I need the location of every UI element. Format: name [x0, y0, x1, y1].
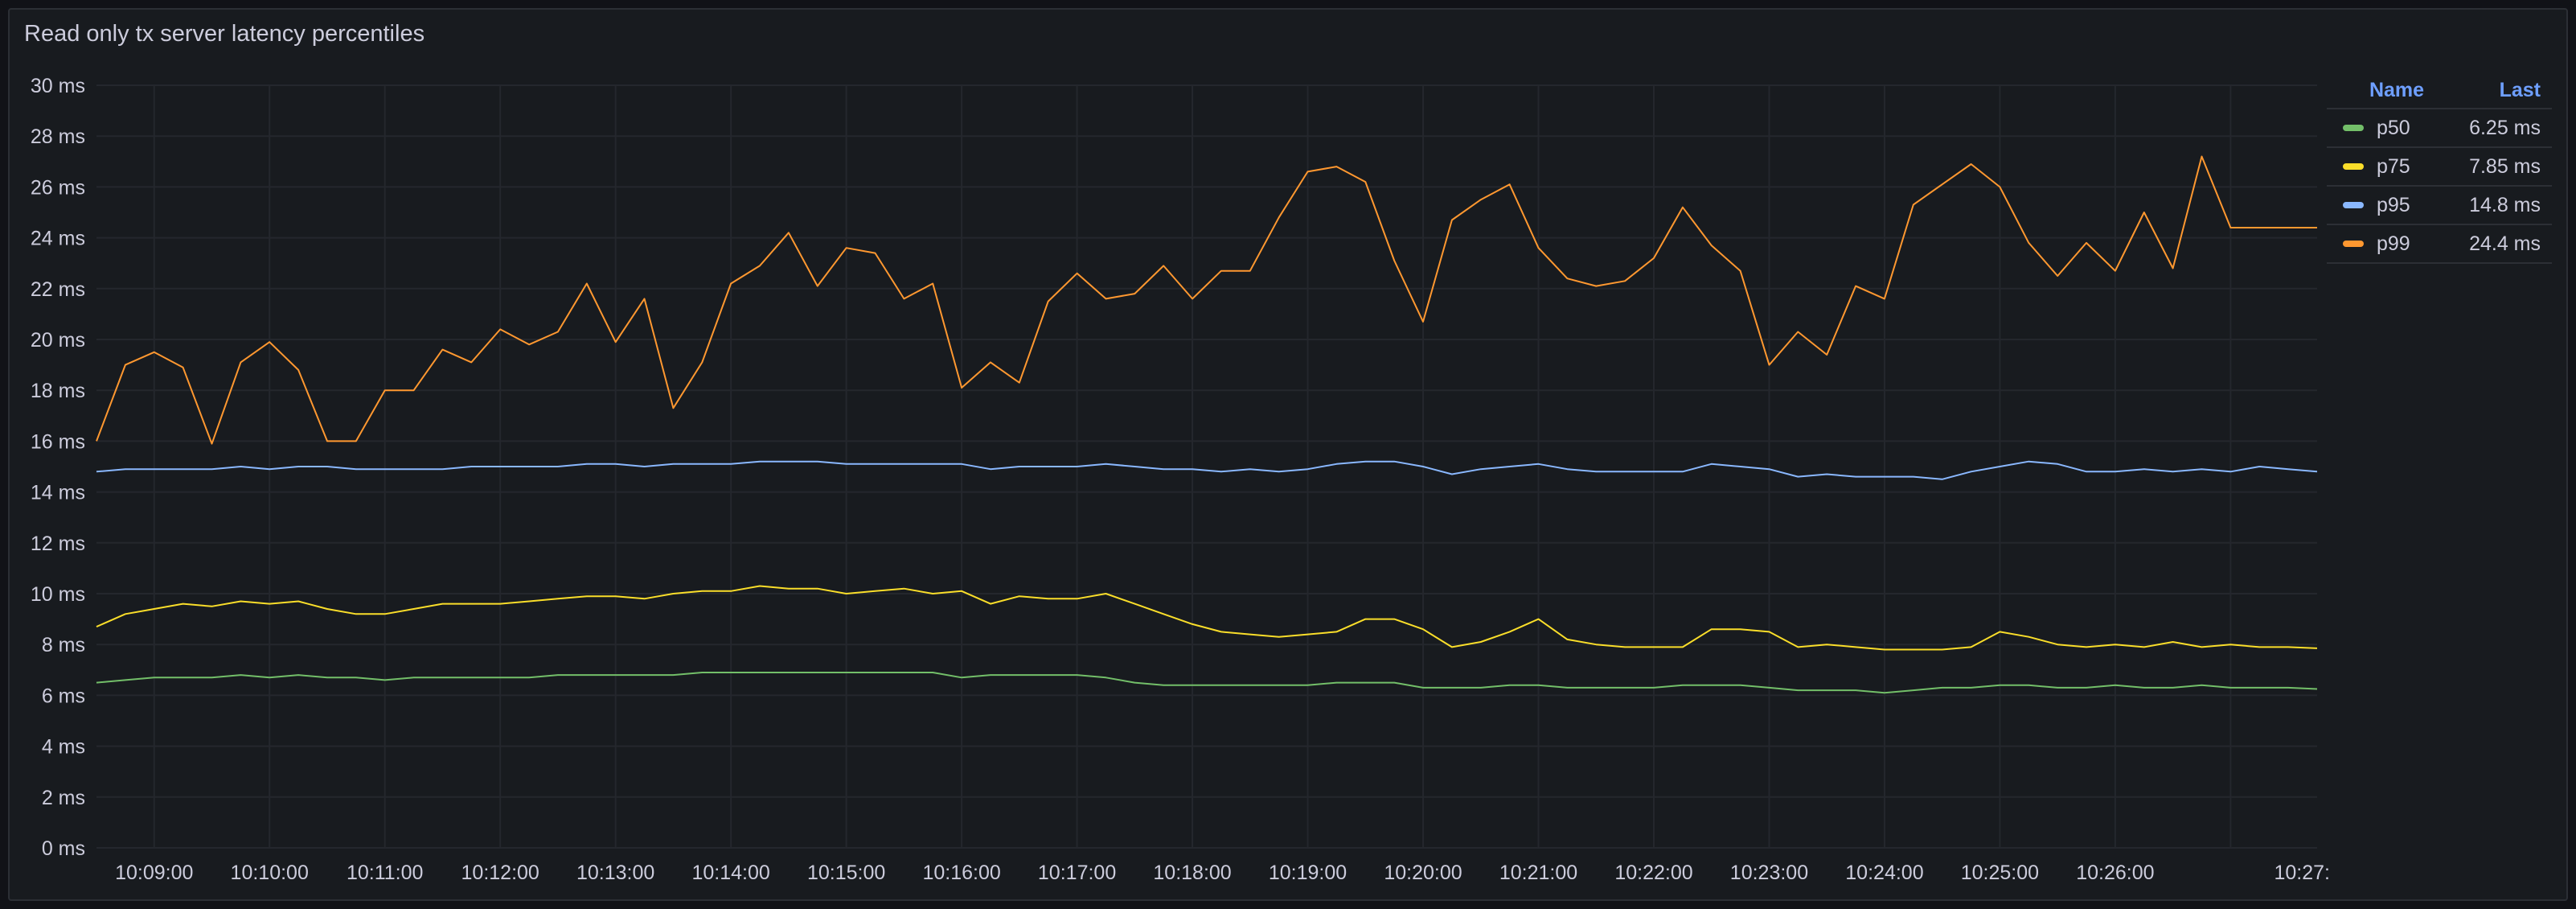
series-points-p95 — [96, 461, 2318, 479]
y-tick-label: 22 ms — [31, 278, 85, 301]
legend-series-name: p50 — [2377, 116, 2410, 139]
y-tick-label: 16 ms — [31, 430, 85, 453]
x-tick-label: 10:14:00 — [691, 862, 769, 884]
y-tick-label: 14 ms — [31, 482, 85, 504]
chart-grid — [96, 84, 2317, 849]
x-tick-label: 10:19:00 — [1269, 862, 1347, 884]
legend-swatch-p50 — [2343, 125, 2364, 131]
x-tick-label: 10:11:00 — [347, 862, 423, 884]
x-tick-label: 10:26:00 — [2076, 862, 2154, 884]
y-tick-label: 12 ms — [31, 533, 85, 555]
series-points-p50 — [96, 672, 2318, 693]
series-line-p95 — [96, 460, 2318, 480]
y-tick-label: 28 ms — [31, 125, 85, 148]
x-tick-label: 10:22:00 — [1614, 862, 1692, 884]
panel: Read only tx server latency percentiles — [8, 8, 2568, 901]
y-tick-label: 20 ms — [31, 329, 85, 352]
panel-title: Read only tx server latency percentiles — [24, 21, 425, 47]
legend-row-p95[interactable]: p95 14.8 ms — [2327, 187, 2552, 225]
legend-last-value: 14.8 ms — [2469, 193, 2541, 216]
legend-swatch-p95 — [2343, 202, 2364, 208]
legend-series-name: p99 — [2377, 232, 2410, 255]
x-axis-ticks: 10:09:00 10:10:00 10:11:00 10:12:00 10:13:00… — [115, 862, 2330, 884]
y-tick-label: 8 ms — [42, 634, 85, 656]
x-tick-label: 10:15:00 — [807, 862, 885, 884]
legend-row-p99[interactable]: p99 24.4 ms — [2327, 225, 2552, 264]
x-tick-label: 10:17:00 — [1038, 862, 1116, 884]
y-tick-label: 4 ms — [42, 736, 85, 759]
y-tick-label: 30 ms — [31, 75, 85, 97]
x-tick-label: 10:13:00 — [576, 862, 654, 884]
legend-series-name: p75 — [2377, 154, 2410, 178]
x-tick-label: 10:10:00 — [231, 862, 309, 884]
y-tick-label: 24 ms — [31, 228, 85, 250]
series-line-p50 — [96, 672, 2318, 694]
legend-last-value: 7.85 ms — [2469, 154, 2541, 178]
x-tick-label: 10:18:00 — [1153, 862, 1231, 884]
series-line-p99 — [96, 155, 2317, 445]
legend-last-header[interactable]: Last — [2499, 78, 2541, 101]
legend-swatch-p75 — [2343, 163, 2364, 170]
y-axis-ticks: 0 ms 2 ms 4 ms 6 ms 8 ms 10 ms 12 ms 14 ms 16 ms… — [31, 75, 85, 860]
legend-table: Name Last p50 6.25 ms p75 7.85 ms p95 14… — [2327, 72, 2552, 264]
series-points-p99 — [96, 156, 2318, 444]
legend-last-value: 24.4 ms — [2469, 232, 2541, 255]
x-tick-label: 10:21:00 — [1499, 862, 1577, 884]
legend-name-header[interactable]: Name — [2369, 78, 2425, 101]
series-points-p75 — [96, 586, 2318, 650]
x-tick-label: 10:23:00 — [1730, 862, 1808, 884]
y-tick-label: 26 ms — [31, 176, 85, 199]
y-tick-label: 18 ms — [31, 380, 85, 402]
x-tick-label: 10:24:00 — [1845, 862, 1923, 884]
legend-last-value: 6.25 ms — [2469, 116, 2541, 139]
series-line-p75 — [96, 585, 2318, 651]
series-lines — [96, 155, 2318, 694]
y-tick-label: 10 ms — [31, 583, 85, 606]
legend-row-p75[interactable]: p75 7.85 ms — [2327, 148, 2552, 187]
x-tick-label: 10:16:00 — [922, 862, 1000, 884]
x-tick-label: 10:12:00 — [461, 862, 539, 884]
y-tick-label: 0 ms — [42, 837, 85, 860]
y-tick-label: 2 ms — [42, 787, 85, 809]
x-tick-label: 10:27: — [2274, 862, 2330, 884]
x-tick-label: 10:09:00 — [115, 862, 193, 884]
legend-series-name: p95 — [2377, 193, 2410, 216]
legend-header: Name Last — [2327, 72, 2552, 109]
y-tick-label: 6 ms — [42, 685, 85, 707]
x-tick-label: 10:25:00 — [1961, 862, 2039, 884]
x-tick-label: 10:20:00 — [1384, 862, 1462, 884]
legend-row-p50[interactable]: p50 6.25 ms — [2327, 109, 2552, 148]
legend-swatch-p99 — [2343, 241, 2364, 247]
